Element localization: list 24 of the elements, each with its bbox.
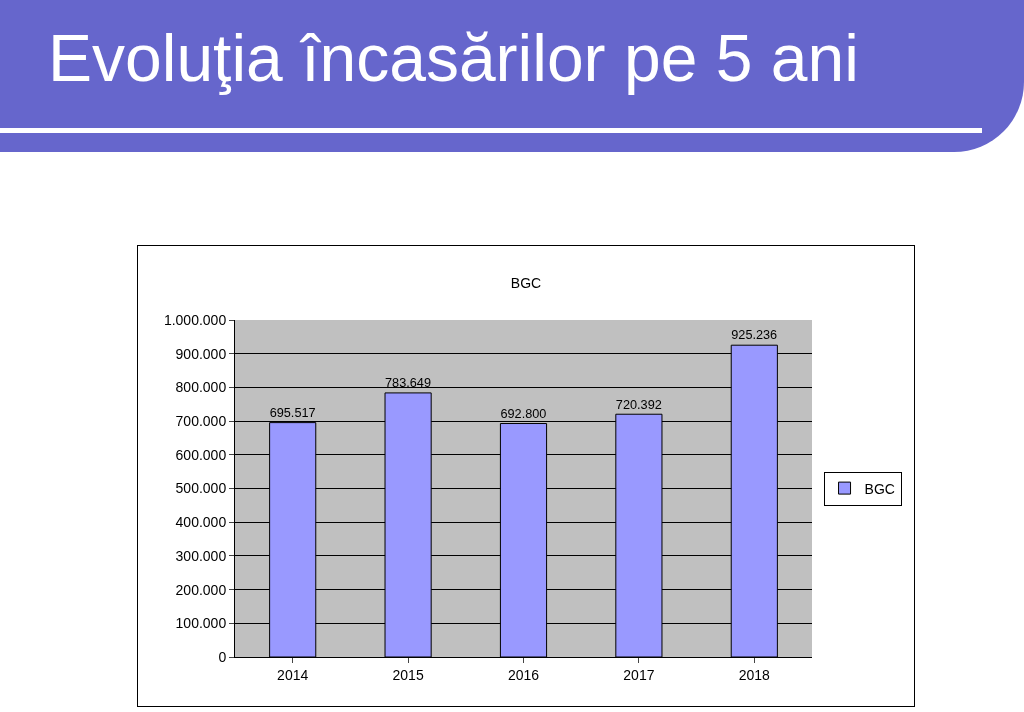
- data-label: 692.800: [500, 405, 547, 421]
- y-tick-label: 700.000: [175, 413, 227, 429]
- data-label: 783.649: [385, 375, 431, 391]
- data-label: 925.236: [731, 327, 778, 343]
- y-tick-label: 800.000: [175, 379, 227, 396]
- data-label: 695.517: [269, 404, 316, 420]
- y-tick-label: 400.000: [175, 514, 227, 531]
- x-tick-label: 2014: [277, 666, 309, 683]
- data-label: 720.392: [615, 396, 662, 412]
- y-tick-label: 900.000: [175, 345, 227, 362]
- chart-title: Evoluţia încasărilor pe 5 ani: [48, 20, 859, 96]
- x-tick-label: 2017: [623, 666, 655, 683]
- x-tick-label: 2016: [507, 666, 540, 683]
- y-tick-label: 600.000: [175, 446, 227, 463]
- y-tick-label: 0: [218, 648, 227, 665]
- legend-label: BGC: [864, 480, 895, 497]
- x-tick-label: 2018: [738, 666, 771, 683]
- chart-subtitle: BGC: [510, 275, 542, 291]
- y-tick-label: 100.000: [175, 615, 227, 632]
- y-tick-label: 1.000.000: [163, 311, 227, 328]
- x-tick-label: 2015: [392, 666, 424, 683]
- y-tick-label: 300.000: [175, 547, 227, 564]
- y-tick-label: 200.000: [175, 581, 227, 598]
- y-tick-label: 500.000: [175, 480, 227, 497]
